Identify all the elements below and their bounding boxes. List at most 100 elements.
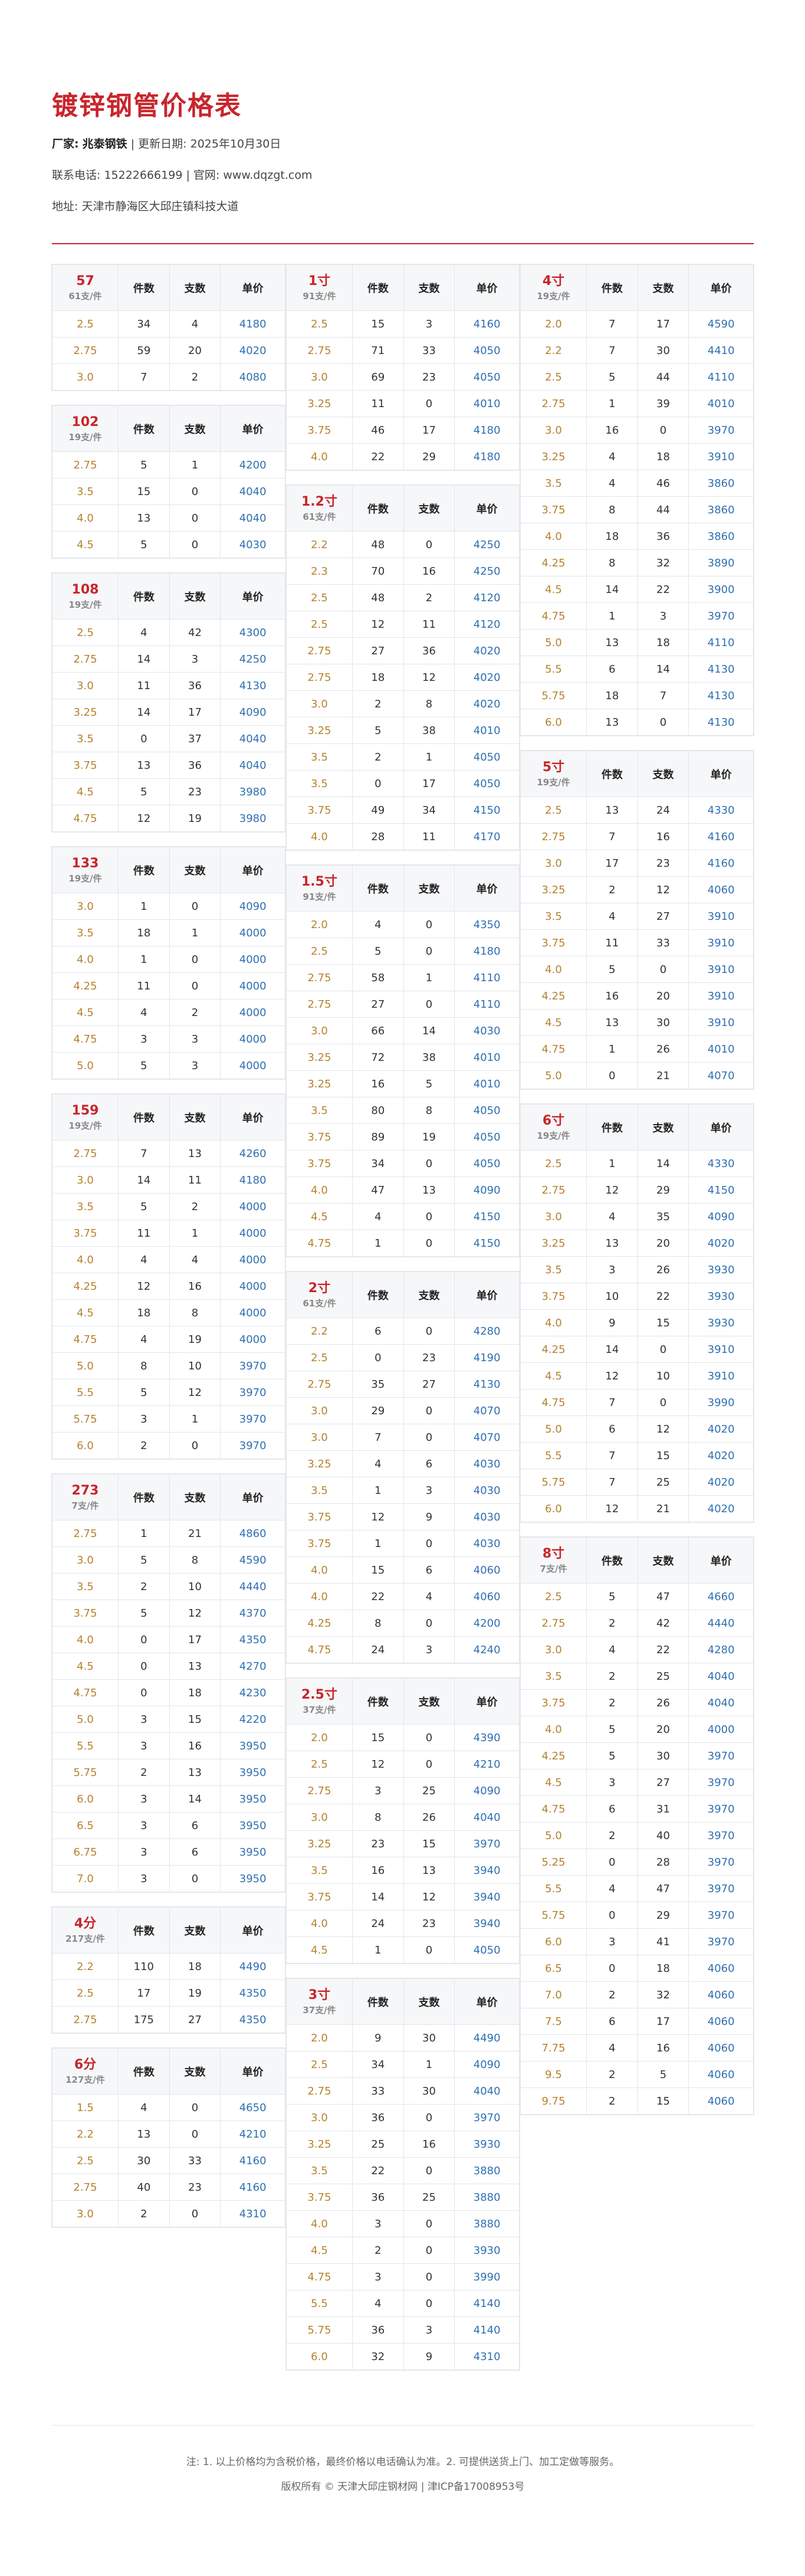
price-cell: 4130 <box>220 672 285 699</box>
pieces-cell: 0 <box>403 2237 455 2264</box>
pieces-header: 支数 <box>403 1678 455 1725</box>
table-row: 3.5 2 25 4040 <box>520 1663 754 1690</box>
qty-cell: 30 <box>118 2147 170 2174</box>
table-row: 3.25 11 0 4010 <box>286 390 520 417</box>
pieces-cell: 39 <box>637 390 689 417</box>
pipe-size: 1寸 <box>308 273 331 289</box>
pieces-cell: 26 <box>637 1035 689 1063</box>
spec-cell: 4.75 <box>286 2263 353 2290</box>
price-table: 1.5寸 91支/件 件数 支数 单价 2.0 4 0 4350 2.5 5 0 4180 2.75 58 1… <box>286 865 520 1257</box>
qty-cell: 15 <box>352 310 404 337</box>
table-row: 2.5 1 14 4330 <box>520 1150 754 1177</box>
spec-cell: 2.2 <box>52 1953 119 1980</box>
price-cell: 3860 <box>688 523 754 550</box>
qty-header: 件数 <box>586 1104 638 1151</box>
price-cell: 4160 <box>220 2147 285 2174</box>
price-cell: 4490 <box>454 2024 520 2051</box>
pipe-size: 6寸 <box>542 1113 565 1128</box>
spec-cell: 4.5 <box>520 1362 587 1389</box>
pieces-cell: 0 <box>403 2157 455 2184</box>
price-cell: 4330 <box>688 797 754 824</box>
spec-cell: 3.0 <box>520 1636 587 1663</box>
qty-cell: 11 <box>118 1220 170 1247</box>
qty-cell: 2 <box>118 2200 170 2227</box>
spec-cell: 2.75 <box>286 991 353 1018</box>
pieces-cell: 24 <box>637 797 689 824</box>
spec-cell: 3.25 <box>520 876 587 903</box>
qty-cell: 4 <box>586 1875 638 1902</box>
qty-cell: 25 <box>352 2131 404 2158</box>
price-table: 6分 127支/件 件数 支数 单价 1.5 4 0 4650 2.2 13 0 4210 2.5 30 33… <box>52 2048 285 2227</box>
table-row: 4.75 24 3 4240 <box>286 1636 520 1663</box>
table-row: 3.25 5 38 4010 <box>286 717 520 744</box>
spec-cell: 4.5 <box>52 1653 119 1680</box>
spec-cell: 3.75 <box>520 1689 587 1716</box>
pieces-cell: 3 <box>403 1477 455 1504</box>
price-cell: 4130 <box>688 682 754 709</box>
price-header: 单价 <box>454 264 520 311</box>
qty-cell: 16 <box>352 1070 404 1097</box>
spec-cell: 4.0 <box>52 1626 119 1653</box>
price-cell: 4040 <box>454 1804 520 1831</box>
price-cell: 4000 <box>220 1193 285 1220</box>
spec-cell: 3.0 <box>52 2200 119 2227</box>
table-header-row: 5寸 19支/件 件数 支数 单价 <box>520 750 754 797</box>
spec-cell: 2.75 <box>286 2077 353 2105</box>
pieces-cell: 0 <box>169 504 221 532</box>
table-row: 2.3 70 16 4250 <box>286 558 520 585</box>
table-row: 3.75 36 25 3880 <box>286 2184 520 2211</box>
pieces-cell: 33 <box>403 337 455 364</box>
table-row: 4.5 13 30 3910 <box>520 1009 754 1036</box>
spec-cell: 4.75 <box>286 1636 353 1663</box>
qty-cell: 0 <box>586 1902 638 1929</box>
price-cell: 3950 <box>220 1785 285 1813</box>
spec-cell: 5.5 <box>52 1732 119 1759</box>
spec-cell: 6.0 <box>52 1432 119 1459</box>
pieces-cell: 10 <box>637 1362 689 1389</box>
table-row: 4.75 4 19 4000 <box>52 1326 285 1353</box>
qty-cell: 28 <box>352 823 404 850</box>
qty-cell: 4 <box>586 1203 638 1230</box>
price-cell: 4650 <box>220 2094 285 2121</box>
pieces-cell: 33 <box>169 2147 221 2174</box>
pipe-size: 2.5寸 <box>301 1687 337 1702</box>
qty-cell: 5 <box>118 531 170 558</box>
qty-cell: 2 <box>586 2087 638 2115</box>
pieces-cell: 0 <box>169 478 221 505</box>
qty-header: 件数 <box>118 847 170 893</box>
spec-cell: 9.75 <box>520 2087 587 2115</box>
table-row: 2.5 13 24 4330 <box>520 797 754 824</box>
qty-cell: 5 <box>586 1742 638 1769</box>
pieces-per-bundle: 127支/件 <box>65 2074 105 2085</box>
pieces-cell: 0 <box>169 1865 221 1892</box>
price-cell: 4130 <box>688 656 754 683</box>
spec-cell: 3.75 <box>520 929 587 956</box>
table-row: 2.75 27 0 4110 <box>286 991 520 1018</box>
pieces-cell: 23 <box>637 850 689 877</box>
qty-cell: 7 <box>118 363 170 391</box>
price-cell: 4070 <box>454 1397 520 1424</box>
table-row: 3.0 14 11 4180 <box>52 1166 285 1194</box>
price-cell: 4050 <box>454 1936 520 1964</box>
table-row: 4.25 11 0 4000 <box>52 972 285 999</box>
table-row: 3.75 13 36 4040 <box>52 752 285 779</box>
qty-cell: 2 <box>352 743 404 771</box>
price-cell: 3980 <box>220 778 285 805</box>
pieces-cell: 0 <box>169 893 221 920</box>
price-cell: 4590 <box>220 1546 285 1574</box>
table-row: 3.5 1 3 4030 <box>286 1477 520 1504</box>
pieces-cell: 8 <box>169 1299 221 1326</box>
table-row: 3.75 34 0 4050 <box>286 1150 520 1177</box>
spec-cell: 2.75 <box>52 451 119 479</box>
spec-cell: 2.75 <box>52 1520 119 1547</box>
spec-cell: 2.75 <box>52 1140 119 1167</box>
table-row: 5.0 2 40 3970 <box>520 1822 754 1849</box>
qty-cell: 13 <box>586 629 638 656</box>
price-cell: 3950 <box>220 1838 285 1866</box>
qty-cell: 5 <box>586 956 638 983</box>
qty-cell: 5 <box>586 363 638 391</box>
size-header: 57 61支/件 <box>52 264 119 311</box>
spec-cell: 4.25 <box>520 1336 587 1363</box>
price-cell: 4040 <box>688 1689 754 1716</box>
qty-cell: 35 <box>352 1371 404 1398</box>
